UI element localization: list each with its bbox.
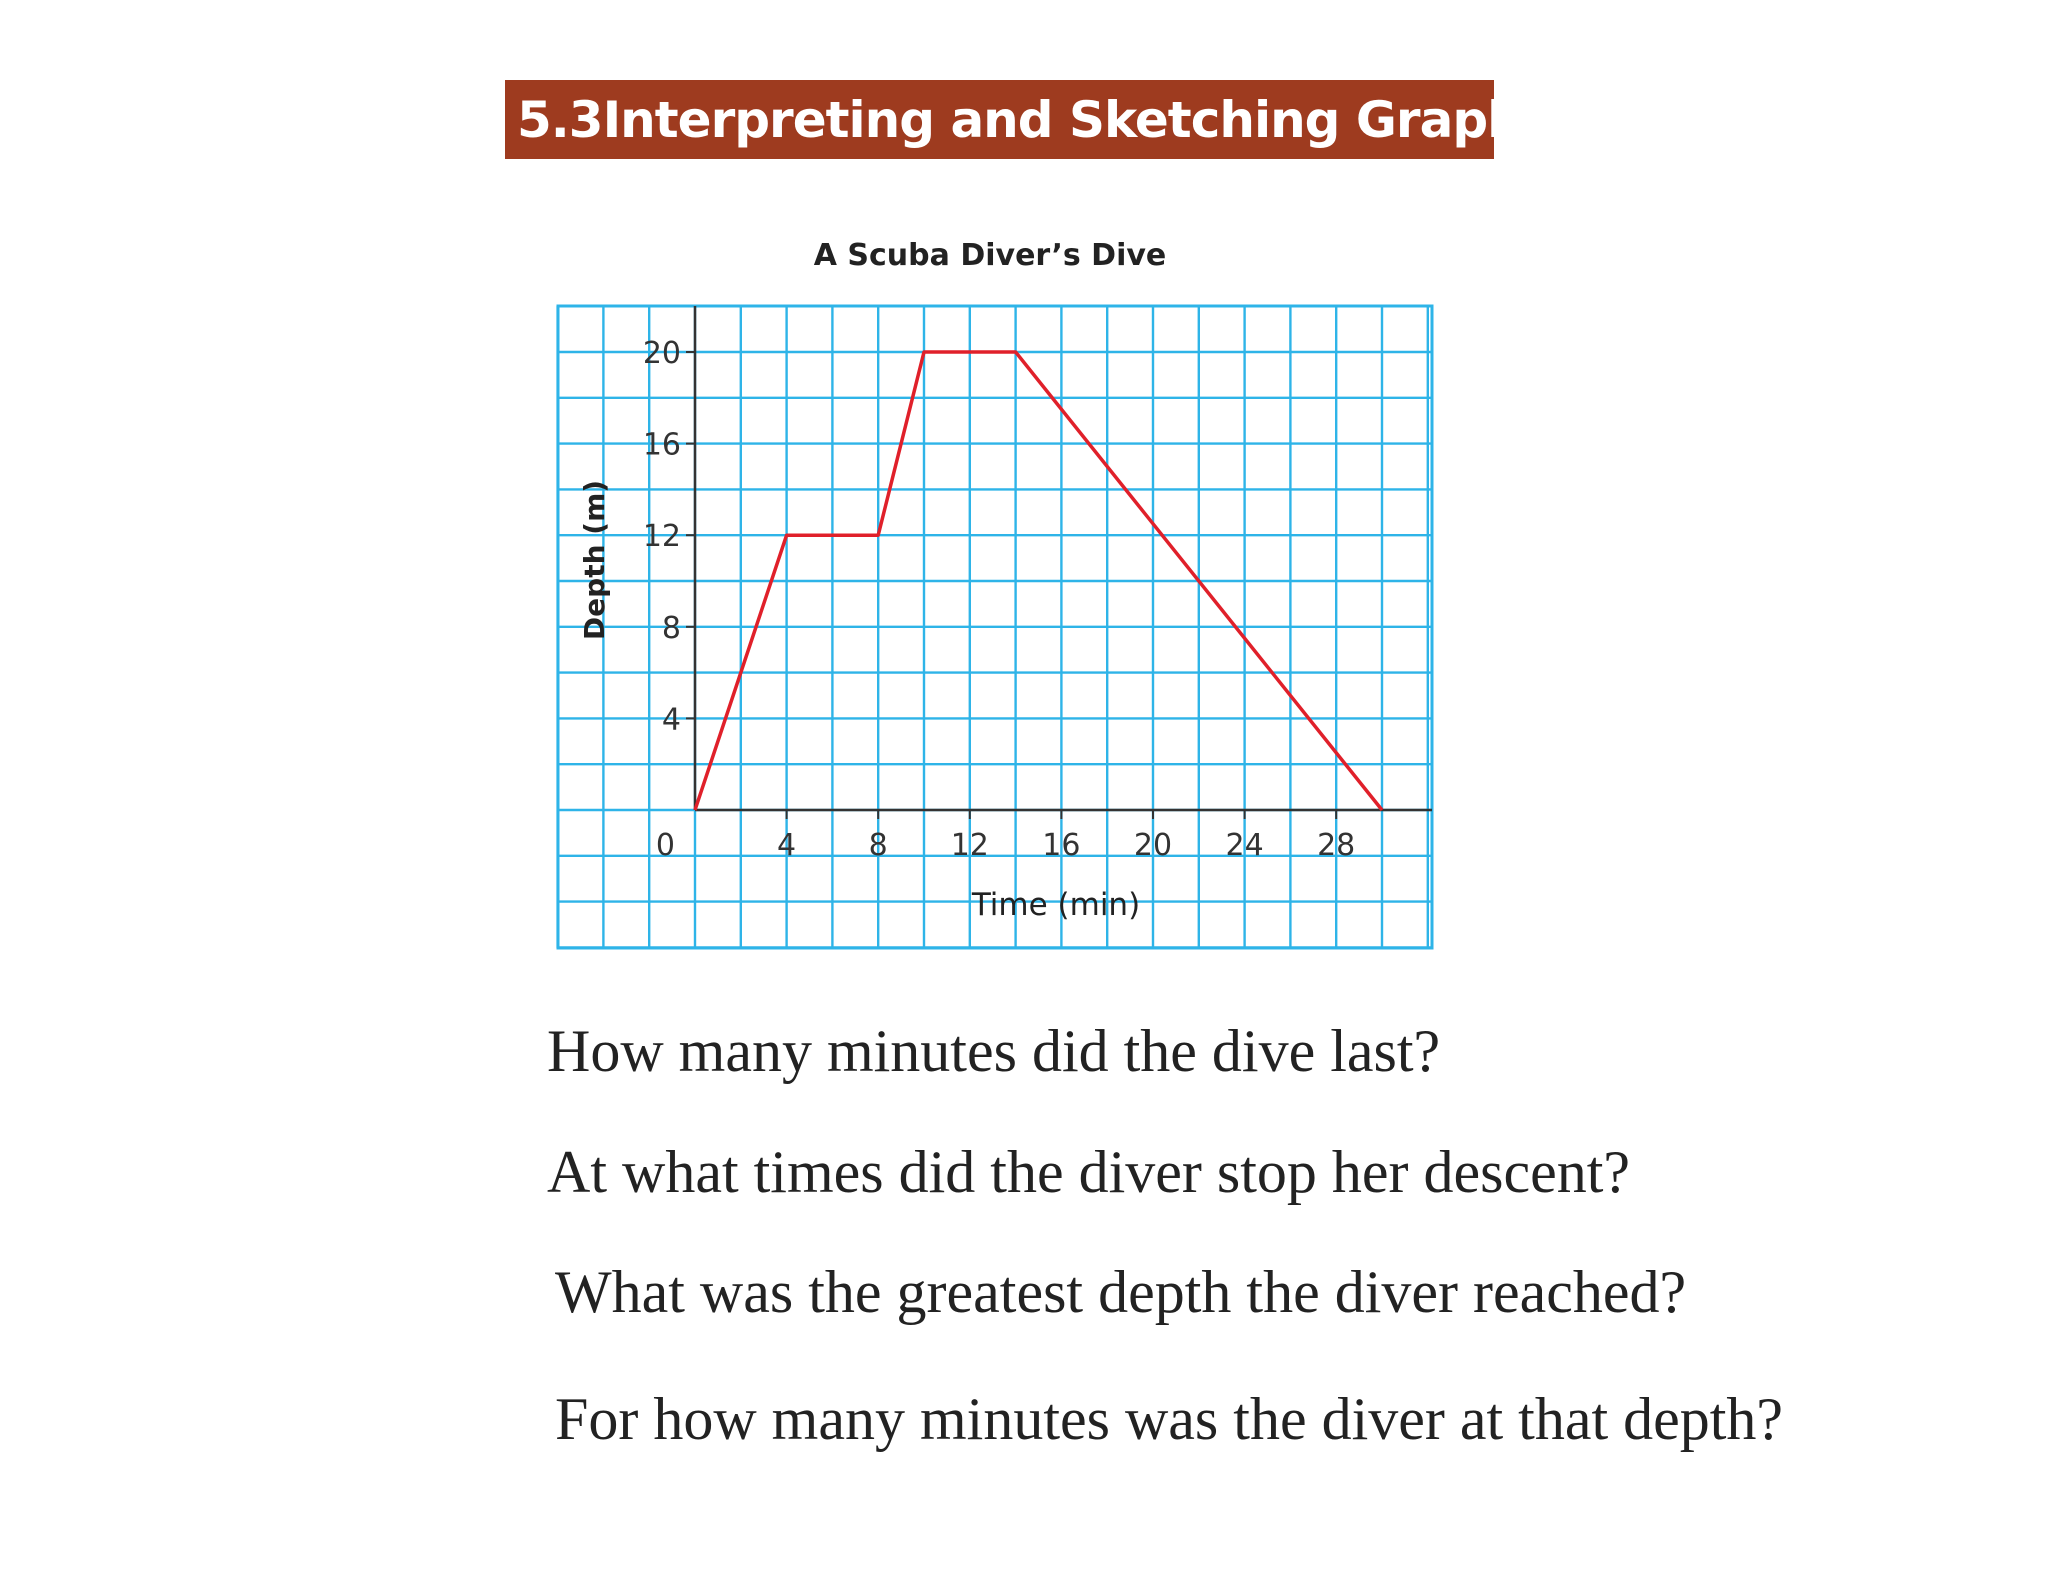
chart-ticks: 4 8 12 16 20 24 28 4 8 12 16 20 0 — [643, 336, 1355, 863]
chart-axes — [693, 306, 1432, 812]
x-tick-label: 16 — [1042, 828, 1080, 863]
y-tick-label: 20 — [643, 336, 681, 371]
y-axis-label: Depth (m) — [578, 480, 611, 640]
y-tick-label: 12 — [643, 519, 681, 554]
chart-series — [693, 350, 1384, 812]
origin-label: 0 — [656, 828, 675, 863]
question-2: At what times did the diver stop her des… — [547, 1139, 1631, 1205]
scuba-dive-chart: A Scuba Diver’s Dive 4 8 12 16 20 24 28 4 8 12 16 2… — [556, 238, 1434, 950]
section-header: 5.3 Interpreting and Sketching Graphs — [505, 80, 1551, 159]
grid-border — [556, 304, 1434, 950]
x-tick-label: 4 — [777, 828, 796, 863]
chart-title: A Scuba Diver’s Dive — [814, 238, 1167, 273]
x-tick-label: 24 — [1226, 828, 1264, 863]
question-3: What was the greatest depth the diver re… — [555, 1259, 1687, 1325]
y-tick-label: 4 — [662, 702, 681, 737]
x-axis-label: Time (min) — [971, 887, 1140, 923]
y-tick-label: 16 — [643, 428, 681, 463]
depth-line — [693, 350, 1384, 812]
y-tick-label: 8 — [662, 611, 681, 646]
section-number: 5.3 — [517, 90, 604, 149]
question-1: How many minutes did the dive last? — [547, 1018, 1441, 1084]
x-tick-label: 20 — [1134, 828, 1172, 863]
section-title: Interpreting and Sketching Graphs — [602, 90, 1552, 149]
x-tick-label: 12 — [951, 828, 989, 863]
x-tick-label: 8 — [869, 828, 888, 863]
x-tick-label: 28 — [1317, 828, 1355, 863]
question-4: For how many minutes was the diver at th… — [555, 1386, 1784, 1452]
